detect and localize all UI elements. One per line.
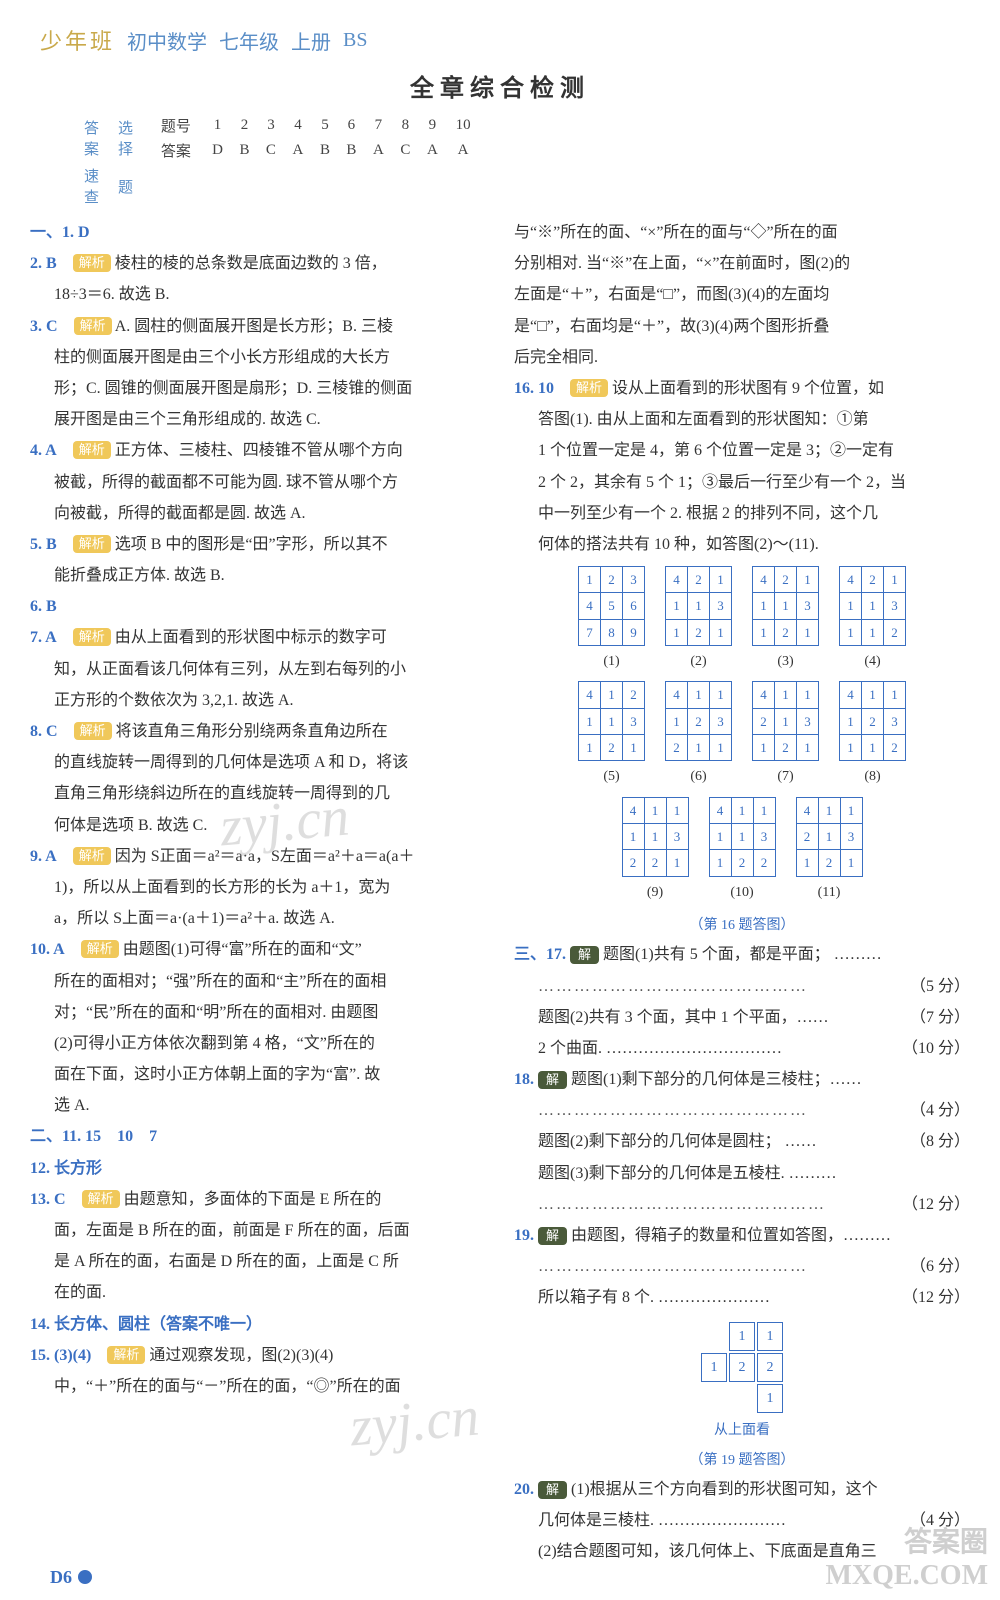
q13-num: 13. C	[30, 1191, 66, 1208]
grid-block: 123456789(1)	[578, 566, 645, 675]
q16-num: 16. 10	[514, 380, 554, 397]
grid-block: 411213121(11)	[796, 797, 863, 906]
q19-cap1: 从上面看	[514, 1417, 970, 1444]
volume-text: 上册	[291, 26, 331, 55]
grid-block: 421113121(3)	[752, 566, 819, 675]
page-footer: D6	[50, 1567, 92, 1588]
q19-cap2: （第 19 题答图）	[514, 1447, 970, 1474]
q16-caption: （第 16 题答图）	[514, 912, 970, 939]
grid-block: 421113112(4)	[839, 566, 906, 675]
row-label: 选择	[114, 113, 148, 163]
grid-block: 411123112(8)	[839, 681, 906, 790]
solve-icon: 解	[570, 946, 599, 964]
side-label-bot: 速查	[80, 163, 114, 209]
q16-grid-row3: 411113221(9) 411113122(10) 411213121(11)	[514, 797, 970, 906]
q16-grid-row2: 412113121(5) 411123211(6) 411213121(7) 4111…	[514, 681, 970, 790]
grade-text: 七年级	[219, 26, 279, 55]
q19-num: 19.	[514, 1227, 538, 1244]
grid-block: 421113121(2)	[665, 566, 732, 675]
brand-text: 少年班	[40, 24, 115, 56]
grid-block: 411113221(9)	[622, 797, 689, 906]
grid-block: 411213121(7)	[752, 681, 819, 790]
q3-num: 3. C	[30, 318, 58, 335]
q7-num: 7. A	[30, 629, 57, 646]
ans-label: 答案	[148, 138, 204, 163]
grid-block: 411123211(6)	[665, 681, 732, 790]
grid-block: 412113121(5)	[578, 681, 645, 790]
answer-quick-table: 答案 选择 题号 12 34 56 78 910 答案 DB CA BB AC …	[80, 113, 480, 209]
q6: 6. B	[30, 598, 57, 615]
q5-num: 5. B	[30, 536, 57, 553]
q8-num: 8. C	[30, 723, 58, 740]
q2-num: 2. B	[30, 255, 57, 272]
q18-num: 18.	[514, 1071, 538, 1088]
q9-num: 9. A	[30, 848, 57, 865]
q11: 二、11. 15 10 7	[30, 1128, 157, 1145]
q19-grid: 111221	[699, 1320, 785, 1416]
q17-num: 三、17.	[514, 946, 570, 963]
page-header: 少年班 初中数学 七年级 上册 BS	[0, 0, 1000, 62]
subject-text: 初中数学	[127, 26, 207, 55]
q12: 12. 长方形	[30, 1160, 102, 1177]
page-title: 全章综合检测	[0, 62, 1000, 113]
q1: 一、1. D	[30, 224, 90, 241]
q20-num: 20.	[514, 1481, 538, 1498]
footer-icon	[78, 1570, 92, 1584]
edition-text: BS	[343, 29, 367, 52]
left-column: 一、1. D 2. B 解析 棱柱的棱的总条数是底面边数的 3 倍， 18÷3＝…	[30, 217, 486, 1568]
q16-grid-row1: 123456789(1) 421113121(2) 421113121(3) 4211…	[514, 566, 970, 675]
q10-num: 10. A	[30, 941, 65, 958]
num-label: 题号	[148, 113, 204, 138]
q15-num: 15. (3)(4)	[30, 1347, 91, 1364]
right-column: 与“※”所在的面、“×”所在的面与“◇”所在的面 分别相对. 当“※”在上面，“…	[514, 217, 970, 1568]
grid-block: 411113122(10)	[709, 797, 776, 906]
q14: 14. 长方体、圆柱（答案不唯一）	[30, 1316, 262, 1333]
corner-watermark: 答案圈 MXQE.COM	[825, 1520, 988, 1592]
side-label-top: 答案	[80, 113, 114, 163]
q4-num: 4. A	[30, 442, 57, 459]
main-content: 一、1. D 2. B 解析 棱柱的棱的总条数是底面边数的 3 倍， 18÷3＝…	[0, 217, 1000, 1568]
tag-icon: 解析	[73, 254, 111, 272]
